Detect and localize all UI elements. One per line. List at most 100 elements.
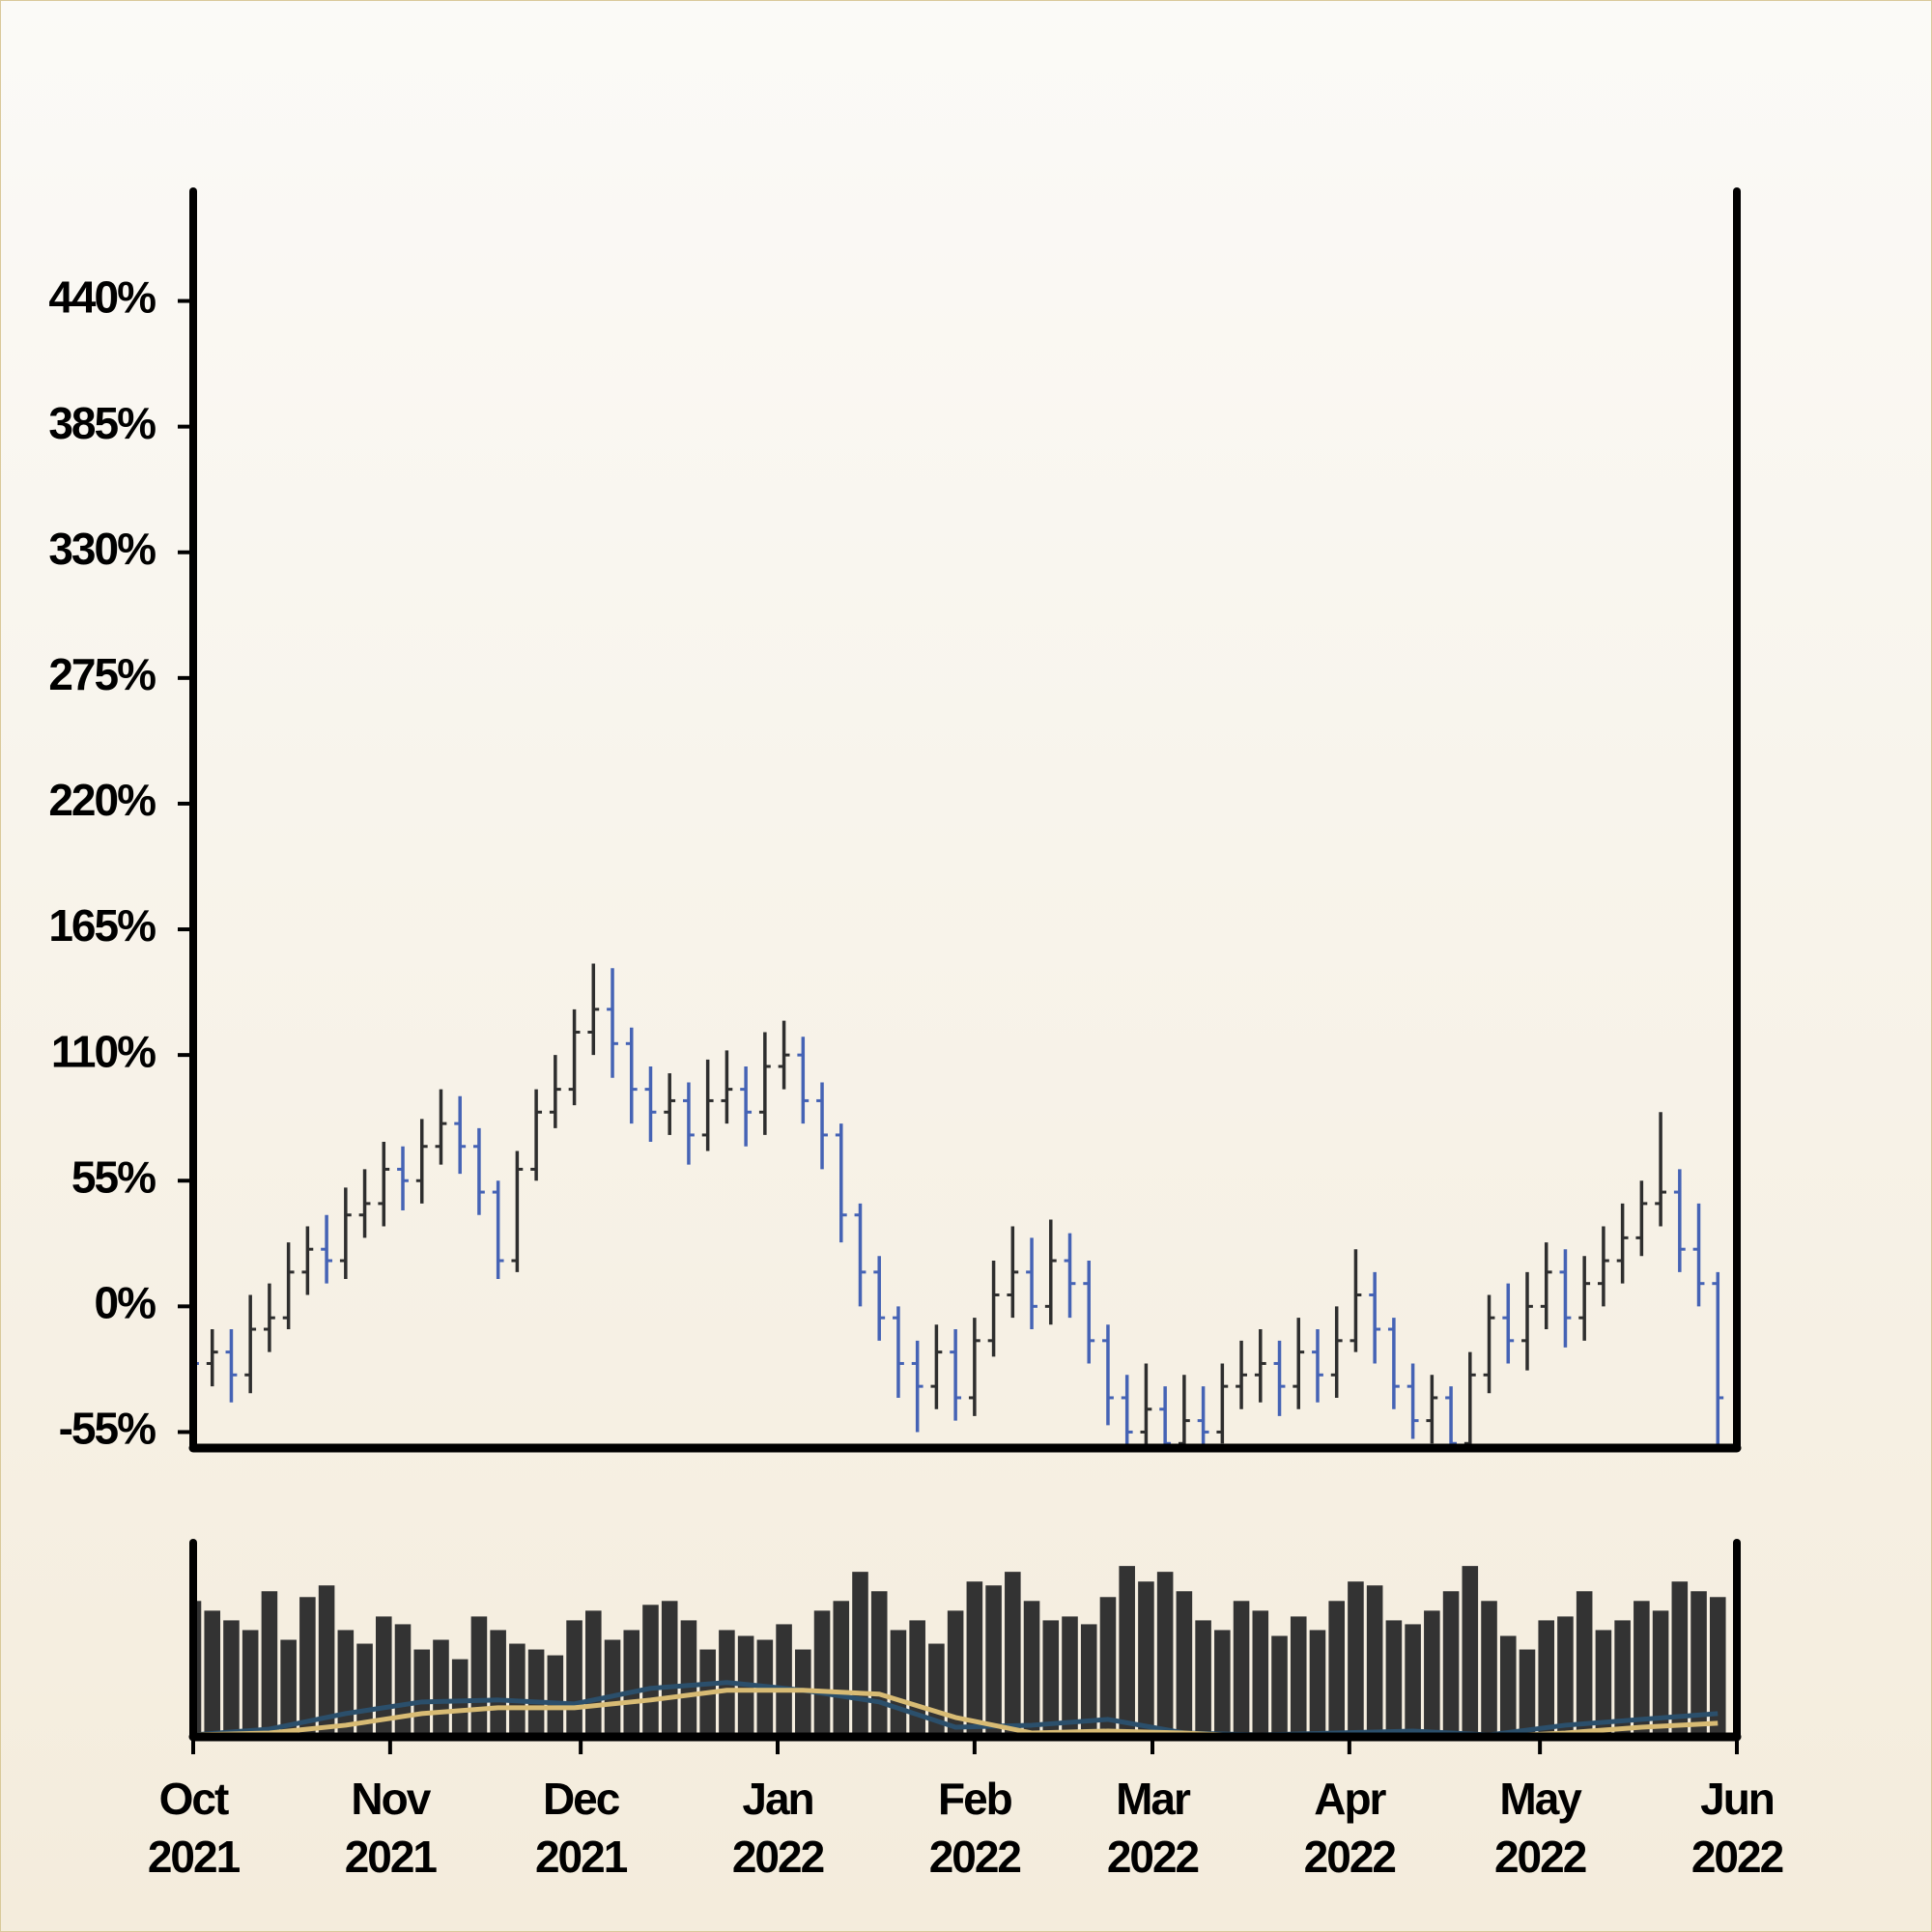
volume-bar: [1023, 1601, 1040, 1737]
volume-bar: [852, 1572, 868, 1737]
y-tick-label: 220%: [48, 775, 156, 825]
volume-bar: [1080, 1624, 1097, 1737]
volume-bar: [1690, 1591, 1707, 1737]
x-tick-label-line: 2022: [732, 1832, 824, 1882]
volume-bar: [1634, 1601, 1650, 1737]
volume-bar: [947, 1610, 964, 1737]
volume-bar: [833, 1601, 850, 1737]
volume-bar: [318, 1585, 335, 1737]
volume-bar: [1405, 1624, 1421, 1737]
volume-bar: [193, 1601, 202, 1737]
x-tick-label-line: Mar: [1116, 1774, 1191, 1824]
volume-bar: [470, 1616, 488, 1737]
volume-bar: [1595, 1630, 1612, 1737]
axes: [188, 187, 1742, 1742]
volume-bar: [433, 1639, 449, 1737]
x-tick-label: Mar 2022: [1107, 1774, 1199, 1882]
volume-bar: [527, 1649, 545, 1737]
volume-bar: [1005, 1572, 1021, 1737]
volume-bar: [547, 1655, 564, 1737]
volume-bar: [1519, 1649, 1536, 1737]
volume-bar: [680, 1620, 697, 1737]
x-tick-label: Jun 2022: [1691, 1774, 1783, 1882]
x-tick-label: Apr 2022: [1304, 1774, 1396, 1882]
volume-bar: [566, 1620, 582, 1737]
y-tick-label: 55%: [71, 1151, 156, 1202]
volume-bar: [1252, 1610, 1269, 1737]
volume-bar: [623, 1630, 640, 1737]
x-tick-label-line: 2021: [535, 1832, 628, 1882]
volume-bar: [509, 1643, 526, 1737]
volume-bar: [1271, 1635, 1288, 1737]
volume-bar: [795, 1649, 811, 1737]
x-tick-label-line: Dec: [543, 1774, 620, 1824]
volume-bar: [1671, 1581, 1689, 1737]
volume-bar: [966, 1581, 983, 1737]
volume-bar: [642, 1605, 659, 1737]
volume-bar: [909, 1620, 925, 1737]
y-tick-label: 110%: [51, 1026, 156, 1076]
x-tick-label-line: 2021: [345, 1832, 438, 1882]
x-tick-label-line: 2022: [1691, 1832, 1783, 1882]
x-tick-label-line: Nov: [351, 1774, 431, 1824]
volume-bar: [1442, 1591, 1460, 1737]
volume-bar: [1195, 1620, 1211, 1737]
volume-bar: [1366, 1585, 1383, 1737]
volume-plot: [193, 1566, 1726, 1737]
volume-bar: [280, 1639, 297, 1737]
volume-bar: [661, 1601, 678, 1737]
y-tick-label: 330%: [48, 524, 156, 574]
x-tick-label-line: Oct: [159, 1774, 229, 1824]
x-tick-label-line: 2022: [1304, 1832, 1396, 1882]
x-tick-label-line: 2022: [929, 1832, 1021, 1882]
volume-bar: [242, 1630, 259, 1737]
volume-bar: [585, 1610, 602, 1737]
x-tick-label-line: Jan: [742, 1774, 812, 1824]
x-tick-label-line: Feb: [938, 1774, 1012, 1824]
volume-bar: [1328, 1601, 1345, 1737]
x-tick-label: Dec 2021: [535, 1774, 628, 1882]
volume-bar: [1099, 1597, 1117, 1737]
volume-bar: [1176, 1591, 1193, 1737]
y-tick-label: 165%: [48, 900, 156, 951]
x-tick-label: Feb 2022: [929, 1774, 1021, 1882]
y-tick-label: 440%: [48, 272, 156, 323]
y-tick-label: -55%: [59, 1404, 156, 1454]
volume-bar: [813, 1610, 831, 1737]
volume-bar: [337, 1630, 355, 1737]
x-tick-label: Nov 2021: [345, 1774, 438, 1882]
x-tick-label: Oct 2021: [148, 1774, 241, 1882]
x-tick-label-line: 2021: [148, 1832, 241, 1882]
volume-bar: [604, 1639, 621, 1737]
volume-bar: [451, 1659, 469, 1737]
y-tick-label: 275%: [48, 649, 156, 699]
volume-bar: [1424, 1610, 1440, 1737]
volume-bar: [394, 1624, 412, 1737]
y-tick-label: 0%: [95, 1277, 156, 1327]
volume-bar: [985, 1585, 1002, 1737]
volume-bar: [1156, 1572, 1174, 1737]
volume-bar: [1309, 1630, 1326, 1737]
x-tick-label-line: 2022: [1107, 1832, 1199, 1882]
volume-bar: [1119, 1566, 1135, 1737]
volume-bar: [776, 1624, 792, 1737]
volume-bar: [1709, 1597, 1726, 1737]
volume-bar: [1290, 1616, 1307, 1737]
volume-bar: [890, 1630, 907, 1737]
price-plot: [193, 963, 1724, 1448]
volume-bar: [1348, 1581, 1364, 1737]
volume-bar: [299, 1597, 316, 1737]
x-tick-label-line: 2022: [1494, 1832, 1586, 1882]
volume-bar: [1557, 1616, 1574, 1737]
volume-bar: [261, 1591, 278, 1737]
volume-bar: [1233, 1601, 1250, 1737]
volume-bar: [204, 1610, 221, 1737]
volume-bar: [1042, 1620, 1060, 1737]
volume-bar: [413, 1649, 431, 1737]
volume-bar: [1062, 1616, 1078, 1737]
volume-bar: [1385, 1620, 1403, 1737]
volume-bar: [1138, 1581, 1154, 1737]
volume-bar: [1614, 1620, 1631, 1737]
